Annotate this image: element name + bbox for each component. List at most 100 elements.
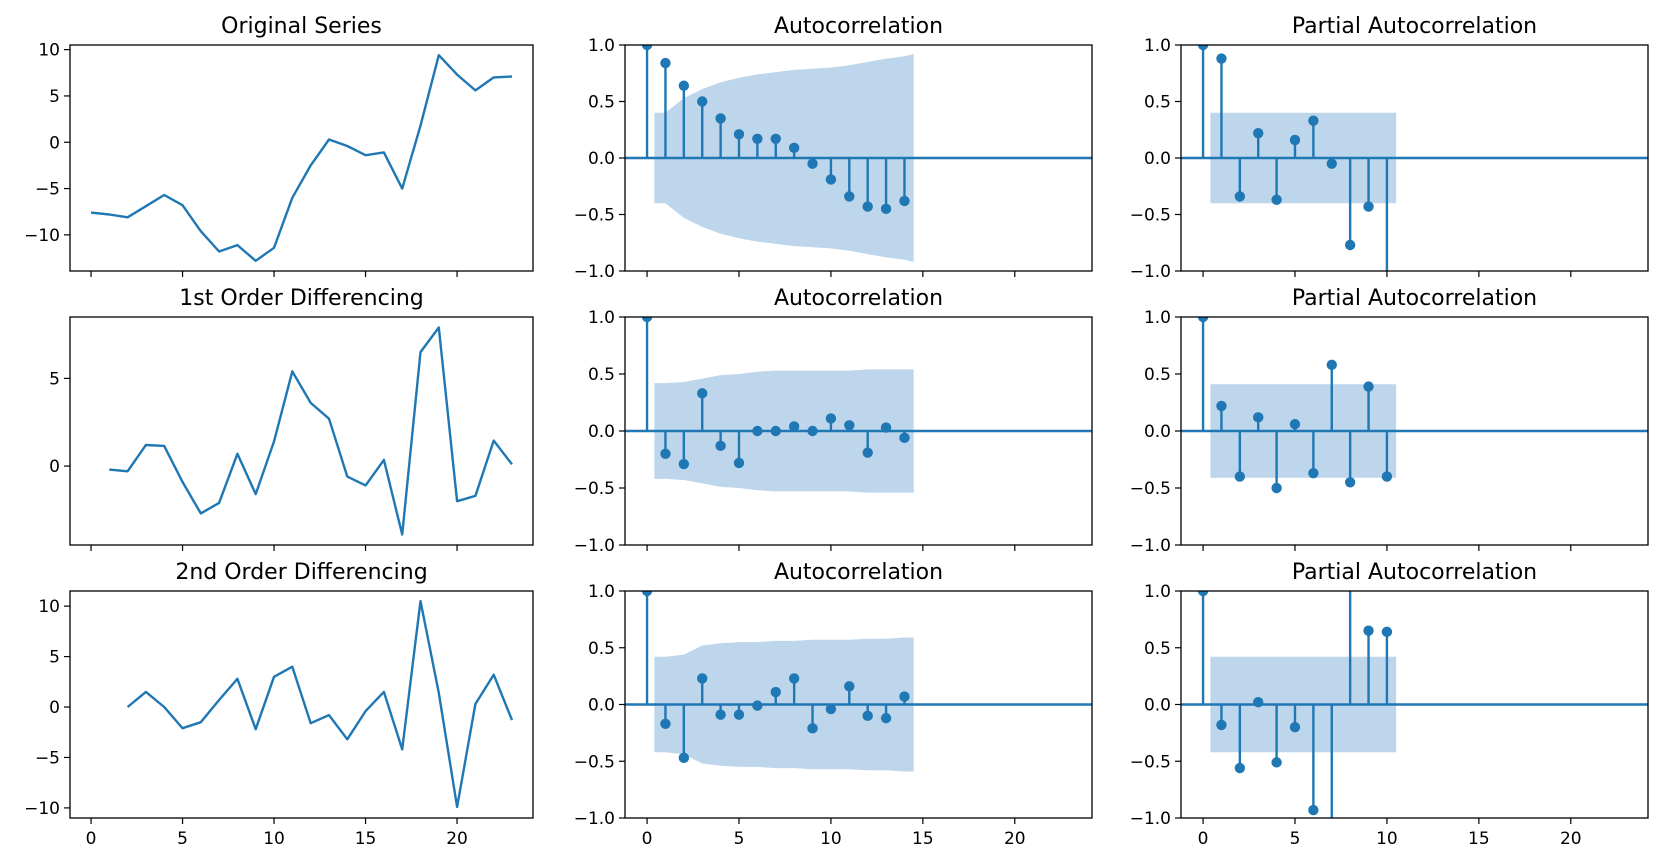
marker-lag-14	[899, 432, 910, 444]
x-tick-label: 0	[1198, 829, 1209, 849]
marker-lag-5	[1289, 722, 1301, 733]
series-line	[90, 54, 513, 262]
plot-area	[126, 599, 514, 809]
subplot-8: Autocorrelation −1.0 −0.5 0.0 0.5 1.0 0 5 10 15 20	[574, 560, 1093, 849]
subplot-6: Partial Autocorrelation −1.0 −0.5 0.0 0.5 1.0	[1130, 286, 1649, 556]
marker-lag-8	[788, 673, 800, 684]
y-tick-label: −1.0	[574, 809, 615, 829]
y-tick-label: 10	[38, 41, 60, 61]
marker-lag-3	[1253, 127, 1264, 139]
x-tick-label: 10	[820, 829, 842, 849]
marker-lag-11	[844, 681, 855, 692]
marker-lag-6	[752, 425, 763, 437]
subplot-title: Autocorrelation	[774, 560, 943, 585]
y-tick-label: −5	[35, 180, 60, 200]
marker-lag-3	[1253, 697, 1264, 708]
axes-frame	[69, 44, 534, 272]
marker-lag-13	[880, 422, 892, 433]
subplot-5: Autocorrelation −1.0 −0.5 0.0 0.5 1.0	[574, 286, 1093, 556]
marker-lag-10	[825, 703, 837, 715]
marker-lag-4	[715, 709, 726, 720]
marker-lag-0	[641, 45, 653, 51]
marker-lag-10	[1381, 626, 1393, 638]
subplot-title: 1st Order Differencing	[179, 286, 424, 311]
marker-lag-6	[1308, 115, 1319, 126]
y-tick-label: −0.5	[574, 479, 615, 499]
y-tick-label: 0	[49, 698, 60, 718]
marker-lag-4	[1271, 482, 1282, 494]
marker-lag-5	[733, 129, 745, 140]
subplot-3: Partial Autocorrelation −1.0 −0.5 0.0 0.5 1.0	[1130, 14, 1649, 282]
marker-lag-7	[770, 425, 781, 437]
marker-lag-8	[1344, 477, 1356, 488]
marker-lag-4	[715, 113, 726, 124]
marker-lag-7	[1326, 359, 1337, 371]
marker-lag-1	[1216, 53, 1227, 64]
y-tick-label: 1.0	[1144, 582, 1171, 602]
y-tick-label: 0	[49, 457, 60, 477]
marker-lag-2	[678, 458, 690, 470]
marker-lag-2	[1234, 471, 1246, 482]
marker-lag-1	[1216, 719, 1227, 731]
marker-lag-2	[678, 80, 690, 91]
y-tick-label: 0.0	[588, 149, 615, 169]
marker-lag-0	[1197, 591, 1209, 597]
subplot-9: Partial Autocorrelation −1.0 −0.5 0.0 0.5 1.0…	[1130, 560, 1649, 849]
marker-lag-14	[899, 195, 910, 207]
x-tick-label: 20	[1560, 829, 1582, 849]
marker-lag-1	[660, 448, 671, 459]
subplot-title: Autocorrelation	[774, 14, 943, 39]
x-tick-label: 5	[1290, 829, 1301, 849]
marker-lag-12	[862, 447, 873, 458]
y-tick-label: 1.0	[1144, 308, 1171, 328]
marker-lag-2	[1234, 191, 1246, 202]
marker-lag-13	[880, 712, 892, 724]
subplot-title: Partial Autocorrelation	[1292, 560, 1537, 585]
y-tick-label: 1.0	[588, 36, 615, 56]
plot-area	[1181, 45, 1648, 271]
y-tick-label: −0.5	[1130, 752, 1171, 772]
x-tick-label: 0	[642, 829, 653, 849]
marker-lag-7	[770, 133, 781, 144]
y-tick-label: −1.0	[1130, 536, 1171, 556]
y-tick-label: 0.0	[1144, 422, 1171, 442]
marker-lag-1	[660, 57, 671, 69]
y-tick-label: −1.0	[1130, 809, 1171, 829]
x-tick-label: 15	[1468, 829, 1490, 849]
marker-lag-9	[1363, 625, 1374, 636]
marker-lag-11	[844, 191, 855, 202]
subplot-title: Original Series	[221, 14, 382, 39]
marker-lag-7	[1327, 836, 1337, 846]
y-tick-label: 1.0	[1144, 36, 1171, 56]
y-tick-label: 0.5	[1144, 365, 1171, 385]
marker-lag-9	[1363, 201, 1374, 212]
marker-lag-1	[1216, 400, 1227, 412]
marker-lag-6	[752, 133, 763, 144]
x-tick-label: 15	[355, 829, 377, 849]
subplot-title: Partial Autocorrelation	[1292, 14, 1537, 39]
y-tick-label: −10	[24, 226, 60, 246]
x-tick-label: 5	[177, 829, 188, 849]
marker-lag-7	[1326, 158, 1337, 169]
marker-lag-2	[1234, 762, 1246, 774]
x-tick-label: 20	[446, 829, 468, 849]
x-tick-label: 5	[734, 829, 745, 849]
marker-lag-10	[825, 174, 837, 185]
marker-lag-5	[1289, 418, 1301, 430]
marker-lag-6	[752, 700, 763, 711]
marker-lag-4	[1271, 757, 1282, 768]
marker-lag-14	[899, 691, 910, 702]
y-tick-label: 0.5	[588, 639, 615, 659]
subplot-title: Partial Autocorrelation	[1292, 286, 1537, 311]
y-tick-label: 1.0	[588, 308, 615, 328]
marker-lag-5	[733, 709, 745, 720]
x-tick-label: 10	[1376, 829, 1398, 849]
marker-lag-1	[660, 718, 671, 729]
y-tick-label: −10	[24, 799, 60, 819]
y-tick-label: −0.5	[1130, 479, 1171, 499]
marker-lag-5	[733, 457, 745, 469]
x-tick-label: 15	[912, 829, 934, 849]
marker-lag-12	[862, 201, 873, 212]
marker-lag-9	[807, 158, 818, 169]
